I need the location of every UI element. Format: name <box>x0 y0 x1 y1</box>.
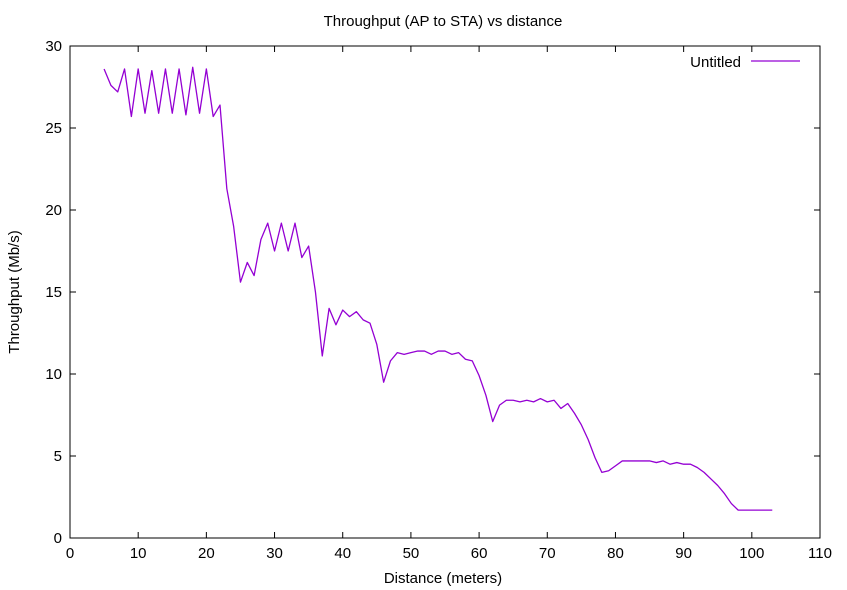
y-tick-label: 20 <box>45 202 62 219</box>
x-tick-label: 70 <box>539 545 556 562</box>
x-axis: 0 10 20 30 40 50 60 70 80 90 100 110 <box>66 46 832 562</box>
x-axis-label: Distance (meters) <box>384 570 502 587</box>
x-tick-label: 110 <box>808 545 832 562</box>
x-tick-label: 50 <box>403 545 420 562</box>
x-tick-label: 90 <box>675 545 692 562</box>
x-tick-label: 20 <box>198 545 215 562</box>
y-tick-label: 5 <box>54 448 62 465</box>
y-tick-label: 25 <box>45 120 62 137</box>
y-axis-label: Throughput (Mb/s) <box>6 230 23 353</box>
y-tick-label: 15 <box>45 284 62 301</box>
series-line-untitled <box>103 66 773 511</box>
x-tick-label: 10 <box>130 545 147 562</box>
series-layer <box>103 66 773 511</box>
x-tick-label: 0 <box>66 545 74 562</box>
plot-area-frame <box>69 45 821 539</box>
legend: Untitled <box>690 54 800 71</box>
y-tick-label: 0 <box>54 530 62 547</box>
y-tick-label: 10 <box>45 366 62 383</box>
x-tick-label: 30 <box>266 545 283 562</box>
x-tick-label: 60 <box>471 545 488 562</box>
y-tick-label: 30 <box>45 38 62 55</box>
y-axis: 0 5 10 15 20 25 30 <box>45 38 820 547</box>
x-tick-label: 80 <box>607 545 624 562</box>
chart-title: Throughput (AP to STA) vs distance <box>324 13 563 30</box>
x-tick-label: 40 <box>334 545 351 562</box>
x-tick-label: 100 <box>739 545 764 562</box>
legend-entry-untitled: Untitled <box>690 54 741 71</box>
